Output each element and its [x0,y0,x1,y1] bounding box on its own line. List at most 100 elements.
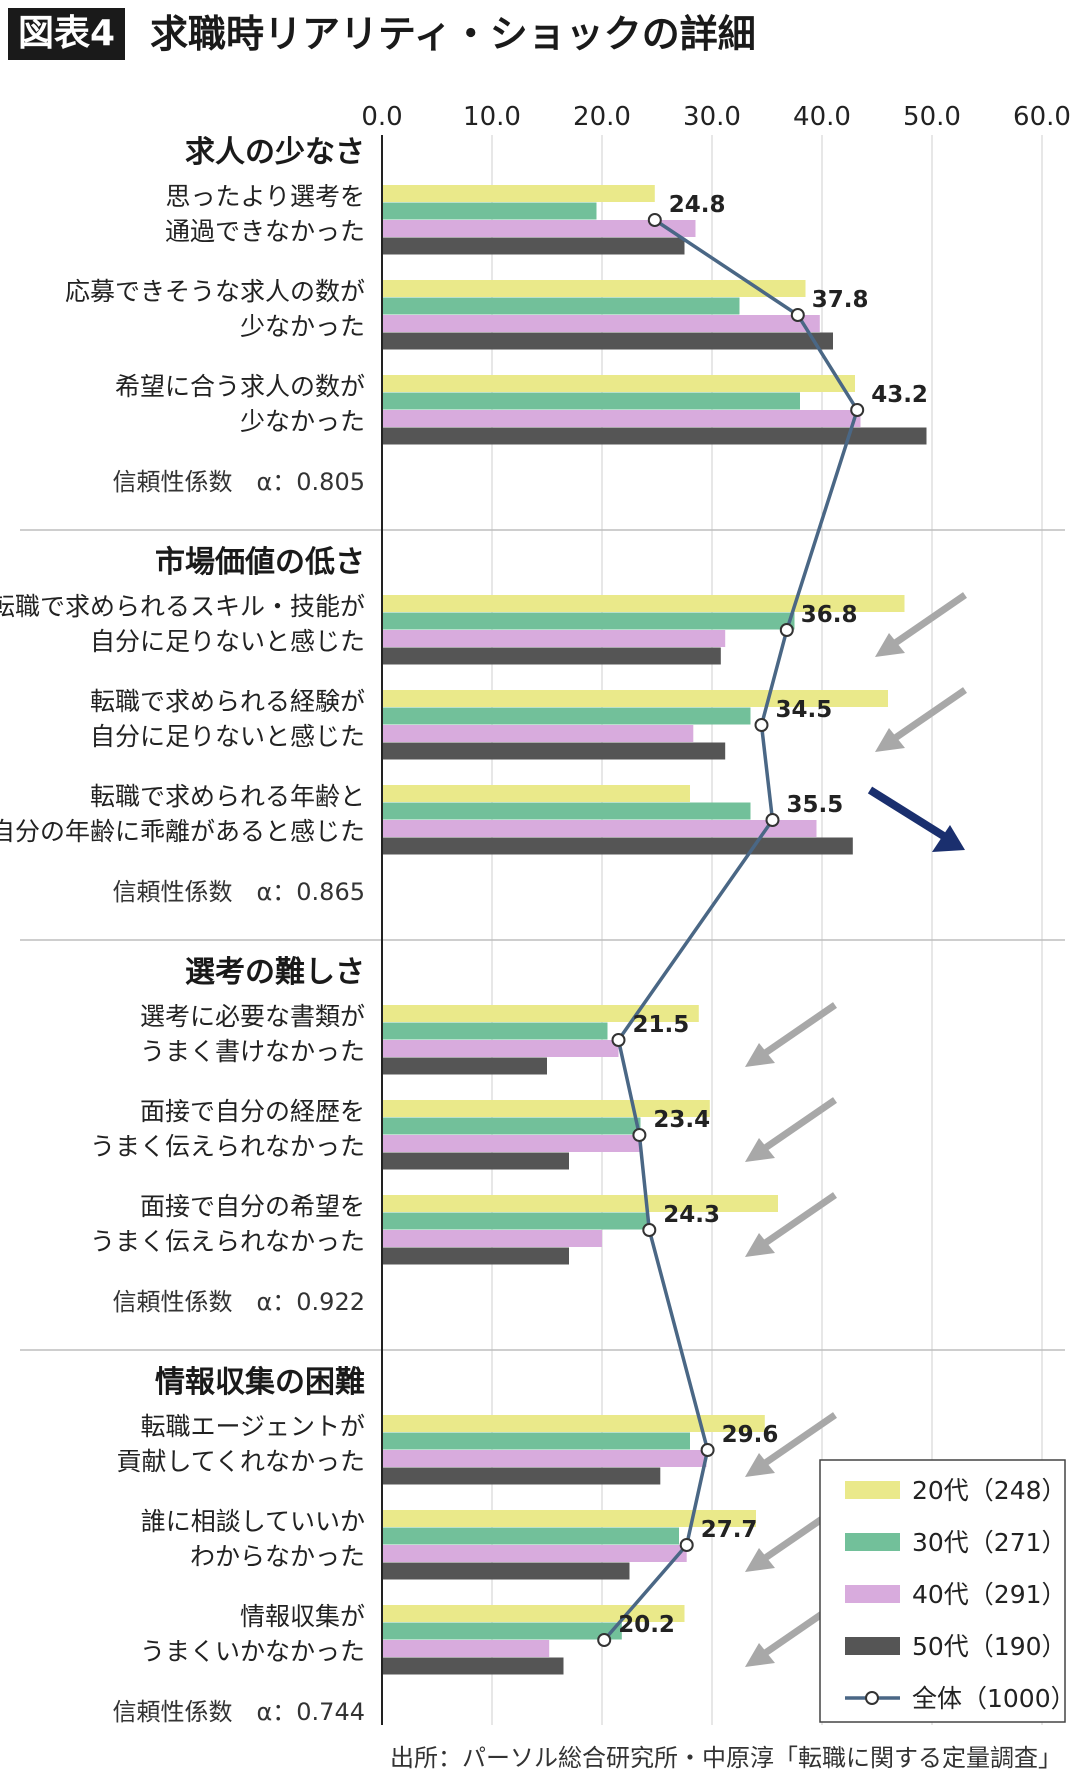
chart-title: 求職時リアリティ・ショックの詳細 [150,12,756,56]
reliability-coefficient: 信頼性係数 α：0.865 [112,878,365,906]
source-note: 出所：パーソル総合研究所・中原淳「転職に関する定量調査」 [390,1744,1062,1772]
legend-swatch-40s [845,1585,900,1603]
category-label: 貢献してくれなかった [116,1447,365,1476]
bar-20s [382,1100,710,1117]
data-label: 24.3 [663,1202,720,1228]
data-label: 36.8 [801,602,858,628]
bar-30s [382,1527,679,1545]
data-label: 27.7 [701,1517,758,1543]
bar-20s [382,1510,756,1527]
data-label: 34.5 [776,697,833,723]
category-label: うまく書けなかった [140,1037,365,1066]
bar-30s [382,1022,608,1040]
category-label: 転職エージェントが [140,1412,365,1441]
x-tick-label: 60.0 [1013,102,1071,132]
bar-40s [382,410,861,427]
bar-50s [382,427,927,445]
bar-50s [382,1657,564,1675]
group-title: 求人の少なさ [185,135,365,170]
decrease-arrow-head [745,1138,775,1162]
bar-50s [382,332,833,350]
decrease-arrow-head [875,728,905,752]
category-label: 転職で求められるスキル・技能が [0,592,365,621]
bar-30s [382,1622,622,1640]
decrease-arrow [883,687,967,748]
category-label: 自分に足りないと感じた [90,627,365,656]
bar-50s [382,1562,630,1580]
overall-line [602,218,860,1642]
bar-40s [382,630,726,647]
category-label: うまく伝えられなかった [90,1132,365,1161]
bar-50s [382,1152,569,1170]
bar-40s [382,1545,687,1562]
overall-point [754,718,769,732]
data-label: 23.4 [653,1107,710,1133]
bar-30s [382,1117,641,1135]
data-label: 37.8 [812,287,869,313]
category-label: わからなかった [190,1542,365,1571]
overall-point [632,1128,647,1142]
bar-30s [382,1432,690,1450]
bar-20s [382,1415,765,1432]
bar-40s [382,1230,602,1247]
bar-20s [382,1605,685,1622]
figure-badge: 図表4 [8,8,126,60]
bar-30s [382,802,751,820]
decrease-arrow-head [745,1453,775,1477]
bar-20s [382,375,855,392]
bar-30s [382,707,751,725]
bar-40s [382,1640,550,1657]
category-label: 自分の年齢に乖離があると感じた [0,817,365,846]
bar-50s [382,237,685,255]
bar-20s [382,280,806,297]
bar-20s [382,1005,699,1022]
overall-point [642,1223,657,1237]
legend-swatch-20s [845,1481,900,1499]
category-label: 応募できそうな求人の数が [65,277,365,306]
legend-swatch-50s [845,1637,900,1655]
decrease-arrow-head [745,1643,775,1667]
bar-30s [382,202,597,220]
legend-label: 20代（248） [912,1476,1067,1505]
bar-40s [382,220,696,237]
category-label: 少なかった [240,312,365,341]
decrease-arrow [753,1192,837,1253]
decrease-arrow-head [745,1548,775,1572]
category-label: 通過できなかった [165,217,365,246]
decrease-arrow [753,1412,837,1473]
bar-50s [382,1057,547,1075]
reliability-coefficient: 信頼性係数 α：0.805 [112,468,365,496]
category-label: 選考に必要な書類が [140,1002,365,1031]
bar-20s [382,690,888,707]
bar-50s [382,742,726,760]
category-label: 少なかった [240,407,365,436]
bar-40s [382,315,820,332]
bar-30s [382,612,795,630]
bar-20s [382,595,905,612]
increase-arrow-head [932,825,965,852]
category-label: うまくいかなかった [140,1637,365,1666]
data-label: 24.8 [669,192,726,218]
bar-40s [382,1135,641,1152]
data-label: 21.5 [633,1012,690,1038]
bar-50s [382,1247,569,1265]
category-label: うまく伝えられなかった [90,1227,365,1256]
category-label: 希望に合う求人の数が [115,372,365,401]
decrease-arrow-head [745,1043,775,1067]
decrease-arrow-head [745,1233,775,1257]
chart-area: 0.0 10.0 20.0 30.0 40.0 50.0 60.0 求人の少なさ思ったより選考… [0,102,1076,1726]
bar-30s [382,297,740,315]
bar-40s [382,1450,707,1467]
x-tick-label: 0.0 [361,102,402,132]
reliability-coefficient: 信頼性係数 α：0.744 [112,1698,365,1726]
x-tick-label: 20.0 [573,102,631,132]
category-label: 誰に相談していいか [141,1507,365,1536]
overall-point [611,1033,626,1047]
bar-30s [382,1212,649,1230]
overall-point [700,1443,715,1457]
increase-arrow [867,786,953,844]
bar-50s [382,1467,661,1485]
category-label: 思ったより選考を [165,182,365,211]
bar-20s [382,785,690,802]
data-label: 35.5 [787,792,844,818]
